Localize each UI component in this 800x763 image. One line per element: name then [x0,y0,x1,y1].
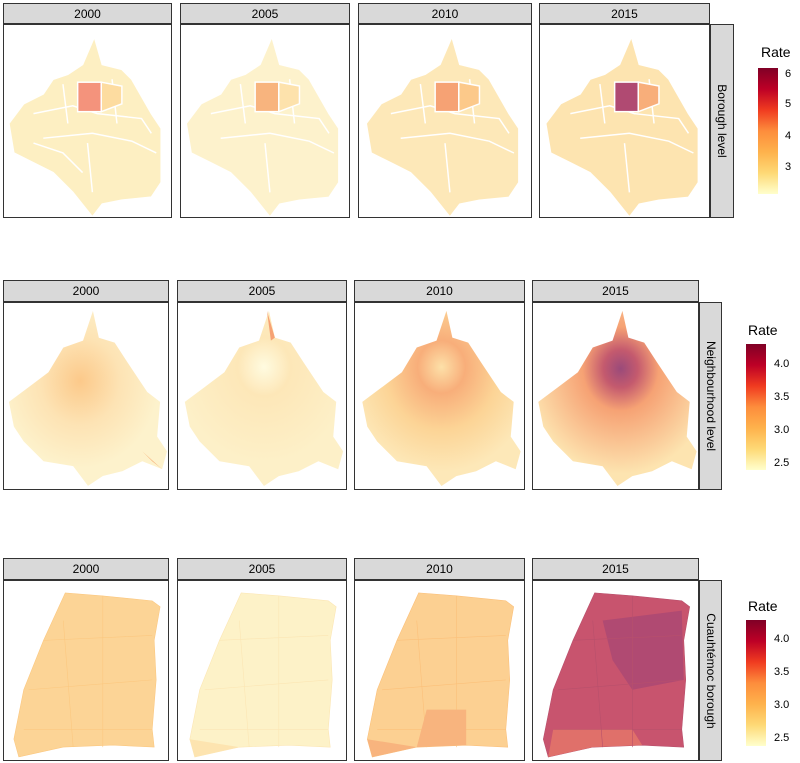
map-panel-borough-2015 [539,24,710,218]
neighbourhood-map [362,310,521,487]
map-panel-neighbourhood-2005 [177,302,347,490]
facet-strip-2010: 2010 [354,280,525,302]
legend-tick: 3.0 [774,424,790,436]
legend-tick: 4.0 [774,358,790,370]
legend-colorbar [758,68,778,194]
legend-tick: 5 [785,98,792,110]
cuauhtemoc-map [189,592,337,758]
legend-tick: 3.0 [774,699,790,711]
facet-strip-2000: 2000 [3,558,169,580]
map-panel-cuauhtemoc-2010 [354,580,525,761]
legend-tick: 3.5 [774,666,790,678]
row-strip-cuauhtemoc-borough: Cuauhtémoc borough [699,580,722,761]
facet-strip-2010: 2010 [358,3,532,24]
borough-map [544,34,700,217]
map-panel-neighbourhood-2015 [532,302,699,490]
map-panel-cuauhtemoc-2000 [3,580,169,761]
map-panel-borough-2010 [358,24,532,218]
map-panel-cuauhtemoc-2005 [177,580,347,761]
legend-tick: 3 [785,161,792,173]
facet-strip-2005: 2005 [177,280,347,302]
legend-tick: 2.5 [774,732,790,744]
facet-strip-2015: 2015 [532,558,699,580]
map-panel-neighbourhood-2000 [3,302,169,490]
legend-title: Rate [748,322,778,338]
legend-tick: 3.5 [774,391,790,403]
legend-colorbar [746,620,766,746]
cuauhtemoc-map [543,592,690,758]
legend-tick: 4 [785,130,792,142]
facet-strip-2000: 2000 [3,3,172,24]
facet-strip-2015: 2015 [539,3,710,24]
borough-map [185,34,340,217]
map-panel-cuauhtemoc-2015 [532,580,699,761]
facet-strip-2015: 2015 [532,280,699,302]
legend-tick: 6 [785,68,792,80]
neighbourhood-map [184,310,344,487]
row-strip-neighbourhood-level: Neighbourhood level [699,302,722,490]
borough-map [8,34,162,217]
facet-strip-2005: 2005 [177,558,347,580]
facet-strip-2000: 2000 [3,280,169,302]
legend-tick: 2.5 [774,457,790,469]
map-panel-borough-2000 [3,24,172,218]
cuauhtemoc-map [13,592,161,758]
neighbourhood-map [538,310,697,487]
legend-tick: 4.0 [774,633,790,645]
borough-map [365,34,520,217]
map-panel-neighbourhood-2010 [354,302,525,490]
legend-colorbar [746,344,766,470]
neighbourhood-map [8,311,168,486]
facet-strip-2010: 2010 [354,558,525,580]
row-strip-borough-level: Borough level [710,24,734,218]
map-panel-borough-2005 [180,24,350,218]
legend-title: Rate [761,44,791,60]
facet-strip-2005: 2005 [180,3,350,24]
legend-title: Rate [748,598,778,614]
cuauhtemoc-map [367,592,514,758]
